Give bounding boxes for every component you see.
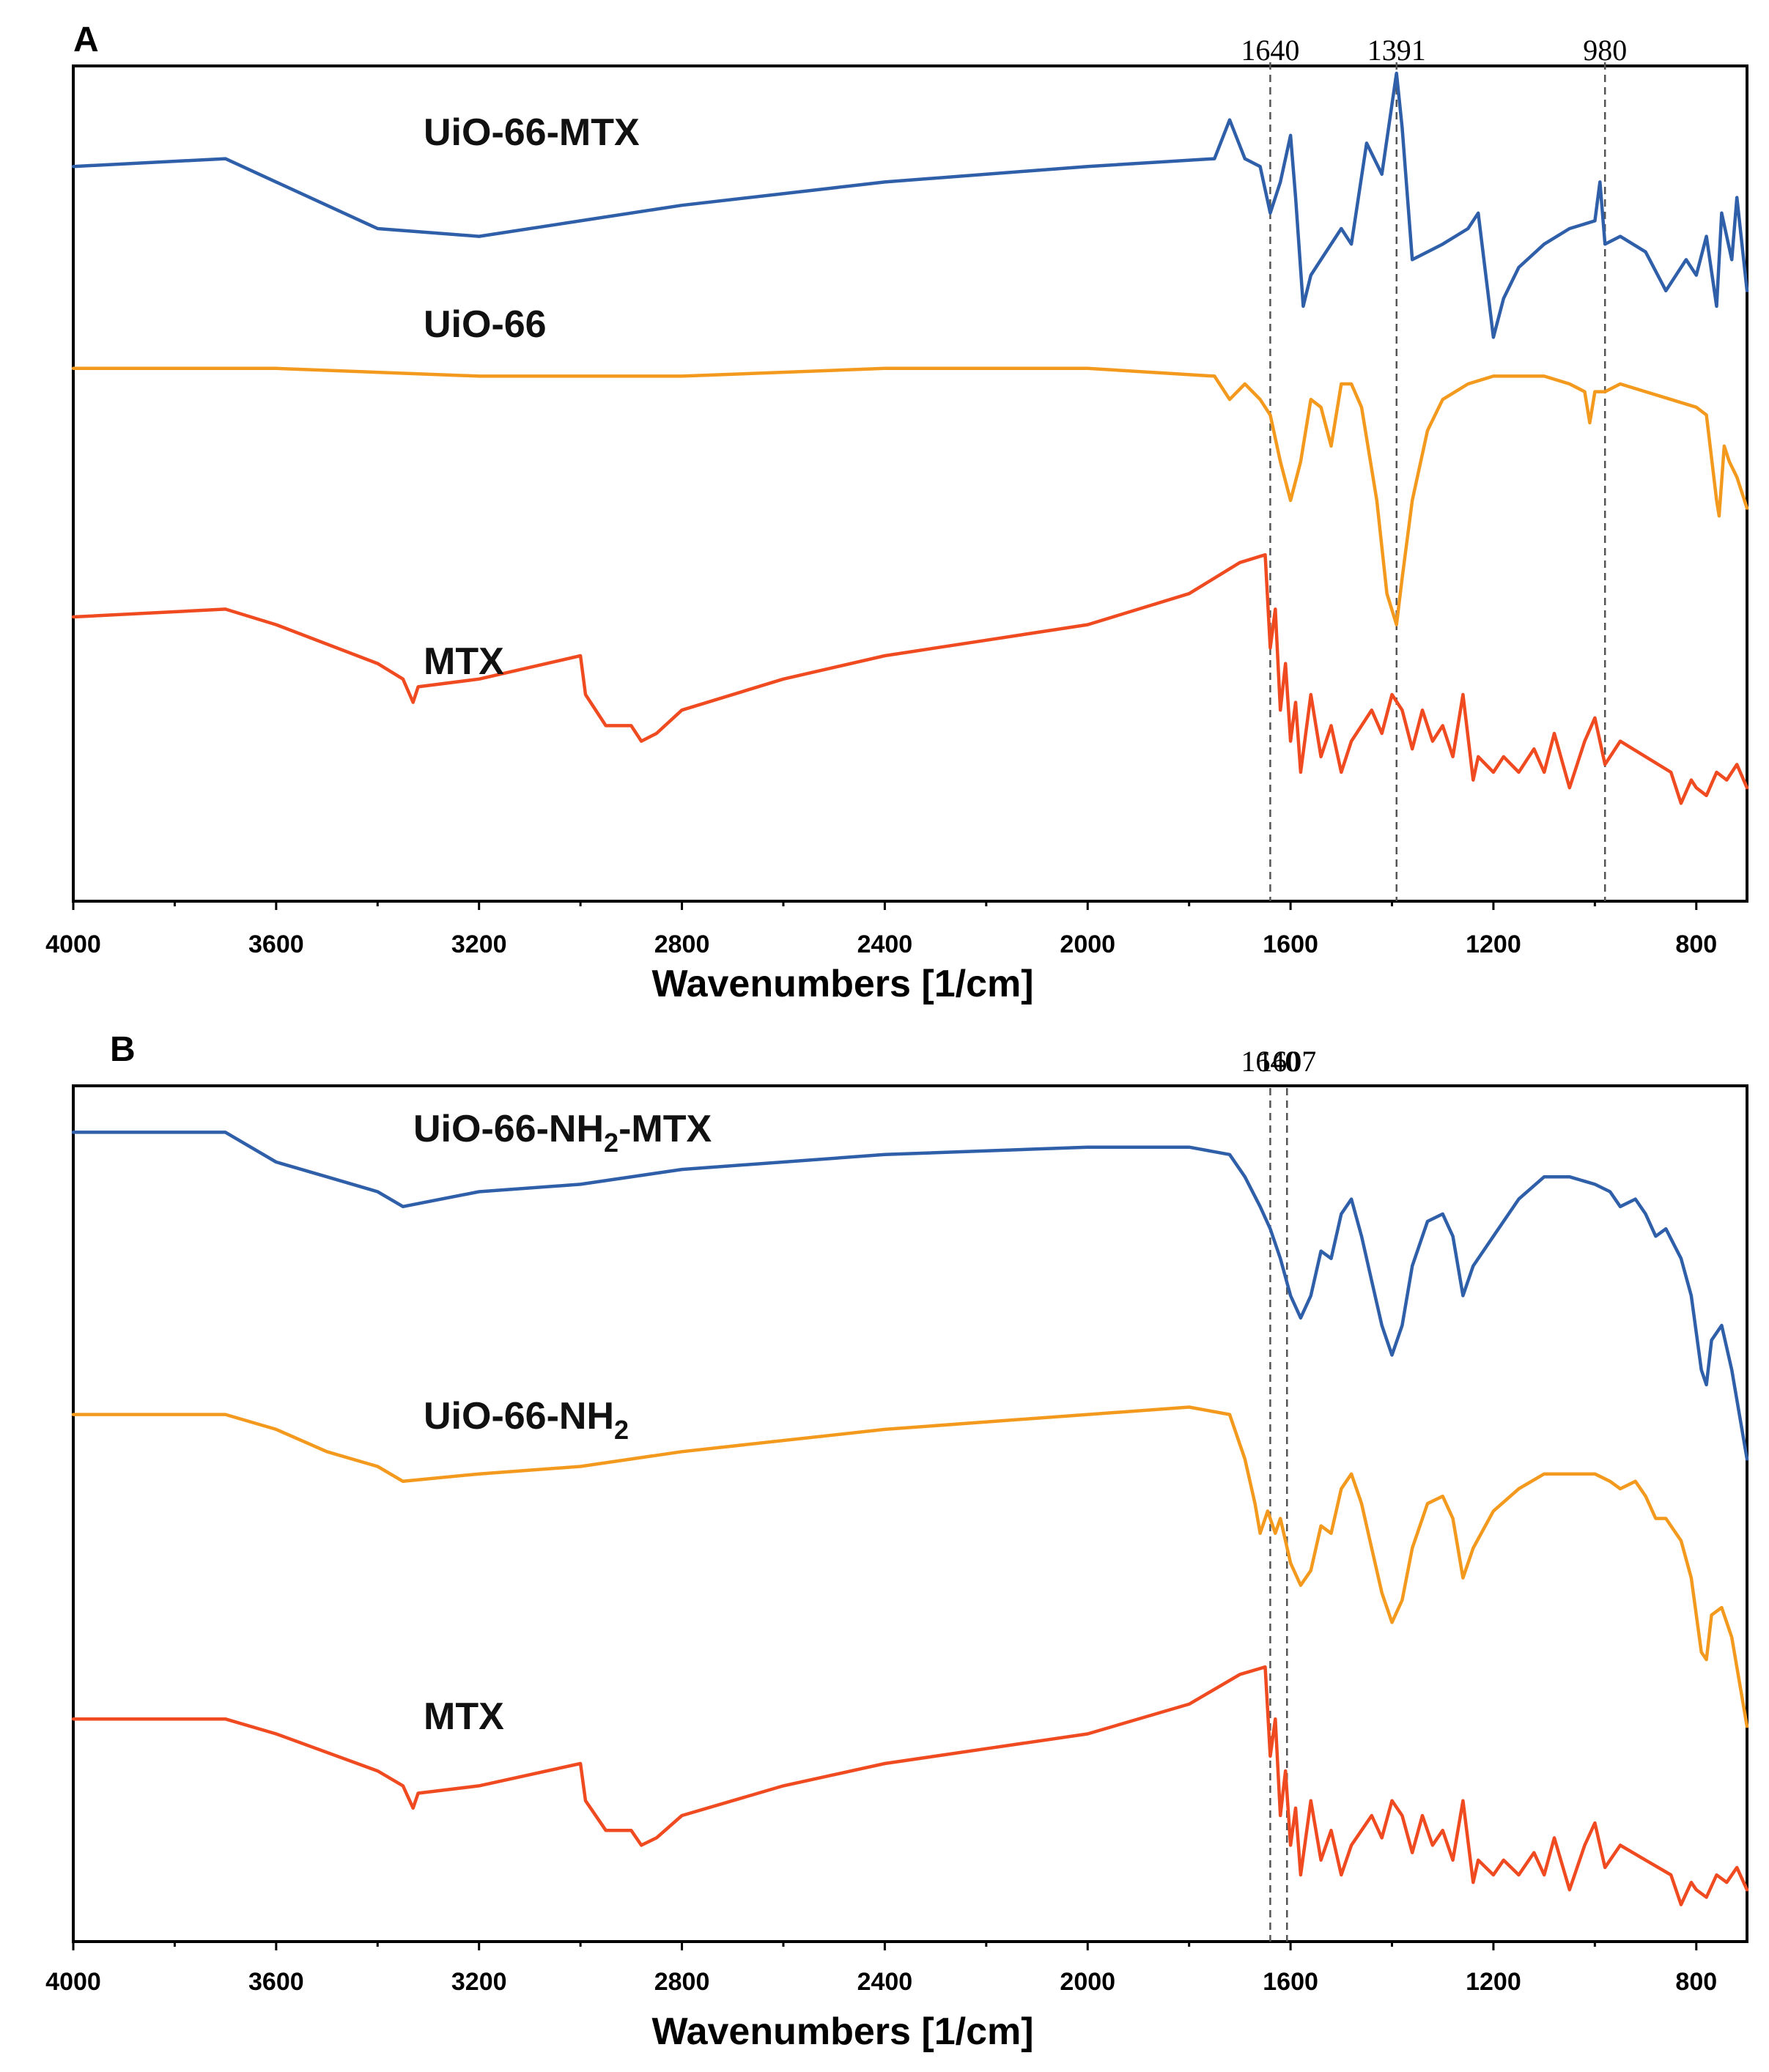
- panel-a: A 1640 1391 980 4000 3600 3200 2800 2400 2000 16…: [45, 21, 1749, 1005]
- panel-b-frame: [72, 1084, 1748, 1943]
- panel-b-letter: B: [110, 1030, 136, 1069]
- series-label-uio66-nh2: UiO-66-NH2: [424, 1395, 629, 1445]
- x-axis-title-a: Wavenumbers [1/cm]: [651, 963, 1033, 1005]
- series-label-uio66: UiO-66: [424, 303, 547, 346]
- ref-label-1640: 1640: [1241, 1045, 1299, 1078]
- x-tick-label-1200: 1200: [1466, 1968, 1521, 1996]
- trace-uio-66-nh2-mtx-0: [71, 1131, 1749, 1461]
- x-tick-label-800: 800: [1675, 1968, 1717, 1996]
- x-tick-label-2400: 2400: [857, 930, 913, 958]
- x-axis-title-b: Wavenumbers [1/cm]: [651, 2010, 1033, 2053]
- trace-mtx-2: [71, 552, 1749, 805]
- x-tick-label-3200: 3200: [451, 930, 507, 958]
- x-tick-label-3600: 3600: [248, 930, 304, 958]
- x-tick-label-4000: 4000: [45, 1968, 101, 1996]
- x-tick-label-2800: 2800: [654, 1968, 710, 1996]
- ref-label-1640: 1640: [1241, 34, 1299, 67]
- panel-a-letter: A: [73, 21, 99, 59]
- x-tick-label-800: 800: [1675, 930, 1717, 958]
- ref-label-980: 980: [1583, 34, 1627, 67]
- x-tick-label-2400: 2400: [857, 1968, 913, 1996]
- x-tick-label-1600: 1600: [1263, 930, 1318, 958]
- trace-mtx-2: [71, 1665, 1749, 1906]
- series-label-mtx-a: MTX: [424, 640, 504, 683]
- x-tick-label-2000: 2000: [1060, 930, 1115, 958]
- x-tick-label-3200: 3200: [451, 1968, 507, 1996]
- x-tick-label-2800: 2800: [654, 930, 710, 958]
- ref-label-1391: 1391: [1367, 34, 1426, 67]
- series-label-mtx-b: MTX: [424, 1695, 504, 1738]
- x-tick-label-4000: 4000: [45, 930, 101, 958]
- trace-uio-66-nh2-1: [71, 1405, 1749, 1728]
- series-label-uio66-mtx: UiO-66-MTX: [424, 111, 640, 154]
- trace-uio-66-mtx-0: [71, 71, 1749, 339]
- x-tick-label-2000: 2000: [1060, 1968, 1115, 1996]
- panel-a-frame: [72, 64, 1748, 903]
- trace-uio-66-1: [71, 366, 1749, 626]
- x-tick-label-1600: 1600: [1263, 1968, 1318, 1996]
- series-label-uio66-nh2-mtx: UiO-66-NH2-MTX: [413, 1108, 712, 1158]
- x-tick-label-1200: 1200: [1466, 930, 1521, 958]
- x-tick-label-3600: 3600: [248, 1968, 304, 1996]
- ref-label-1607: 1607: [1257, 1045, 1316, 1078]
